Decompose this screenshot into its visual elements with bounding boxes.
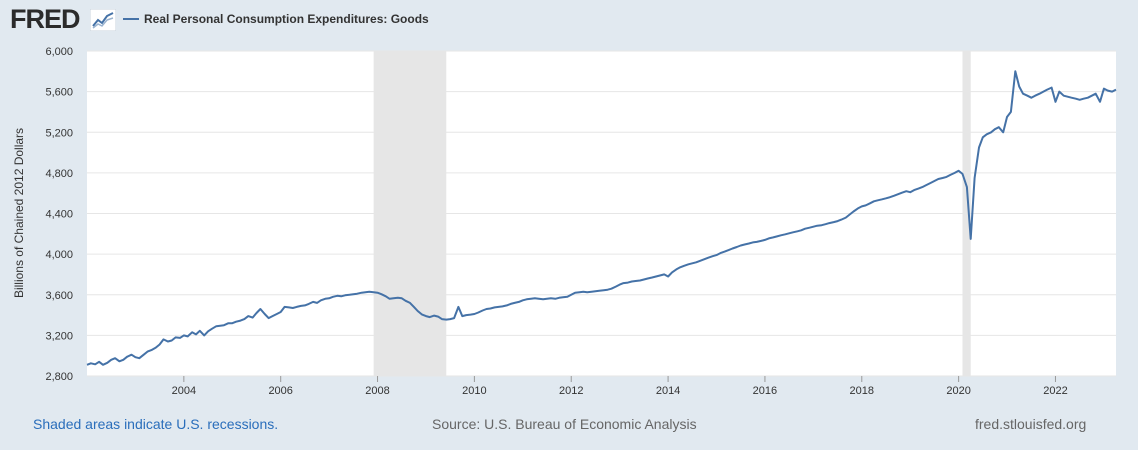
y-tick-label: 4,400 — [45, 209, 73, 221]
x-tick-label: 2004 — [172, 385, 196, 397]
y-tick-label: 5,600 — [45, 87, 73, 99]
site-text: fred.stlouisfed.org — [975, 416, 1087, 432]
x-axis: 2004 2006 2008 2010 2012 2014 2016 2018 2020 2022 — [172, 376, 1068, 397]
y-tick-label: 3,600 — [45, 290, 73, 302]
series-line — [86, 70, 1117, 366]
fred-graph-icon — [90, 9, 116, 31]
y-tick-label: 6,000 — [45, 46, 73, 58]
legend-swatch — [123, 18, 139, 20]
y-tick-label: 2,800 — [45, 371, 73, 383]
x-tick-label: 2014 — [656, 385, 680, 397]
chart-header: FRED Real Personal Consumption Expenditu… — [0, 0, 1138, 40]
legend[interactable]: Real Personal Consumption Expenditures: … — [123, 12, 429, 26]
y-tick-label: 3,200 — [45, 330, 73, 342]
legend-label: Real Personal Consumption Expenditures: … — [144, 12, 429, 26]
y-tick-label: 4,800 — [45, 168, 73, 180]
gridlines — [87, 50, 1116, 377]
line-chart[interactable]: 2,800 3,200 3,600 4,000 4,400 4,800 5,200 5,600… — [0, 0, 1138, 410]
x-tick-label: 2022 — [1043, 385, 1067, 397]
source-text: Source: U.S. Bureau of Economic Analysis — [432, 416, 697, 432]
x-tick-label: 2012 — [559, 385, 583, 397]
fred-logo[interactable]: FRED — [10, 4, 80, 34]
x-tick-label: 2018 — [850, 385, 874, 397]
y-tick-label: 4,000 — [45, 249, 73, 261]
x-tick-label: 2020 — [946, 385, 970, 397]
y-axis: 2,800 3,200 3,600 4,000 4,400 4,800 5,200 5,600… — [45, 46, 73, 383]
series-group — [86, 70, 1117, 366]
y-axis-label: Billions of Chained 2012 Dollars — [12, 128, 26, 298]
x-tick-label: 2008 — [365, 385, 389, 397]
x-tick-label: 2010 — [462, 385, 486, 397]
x-tick-label: 2006 — [268, 385, 292, 397]
y-tick-label: 5,200 — [45, 127, 73, 139]
recession-note-link[interactable]: Shaded areas indicate U.S. recessions. — [33, 416, 279, 432]
x-tick-label: 2016 — [753, 385, 777, 397]
